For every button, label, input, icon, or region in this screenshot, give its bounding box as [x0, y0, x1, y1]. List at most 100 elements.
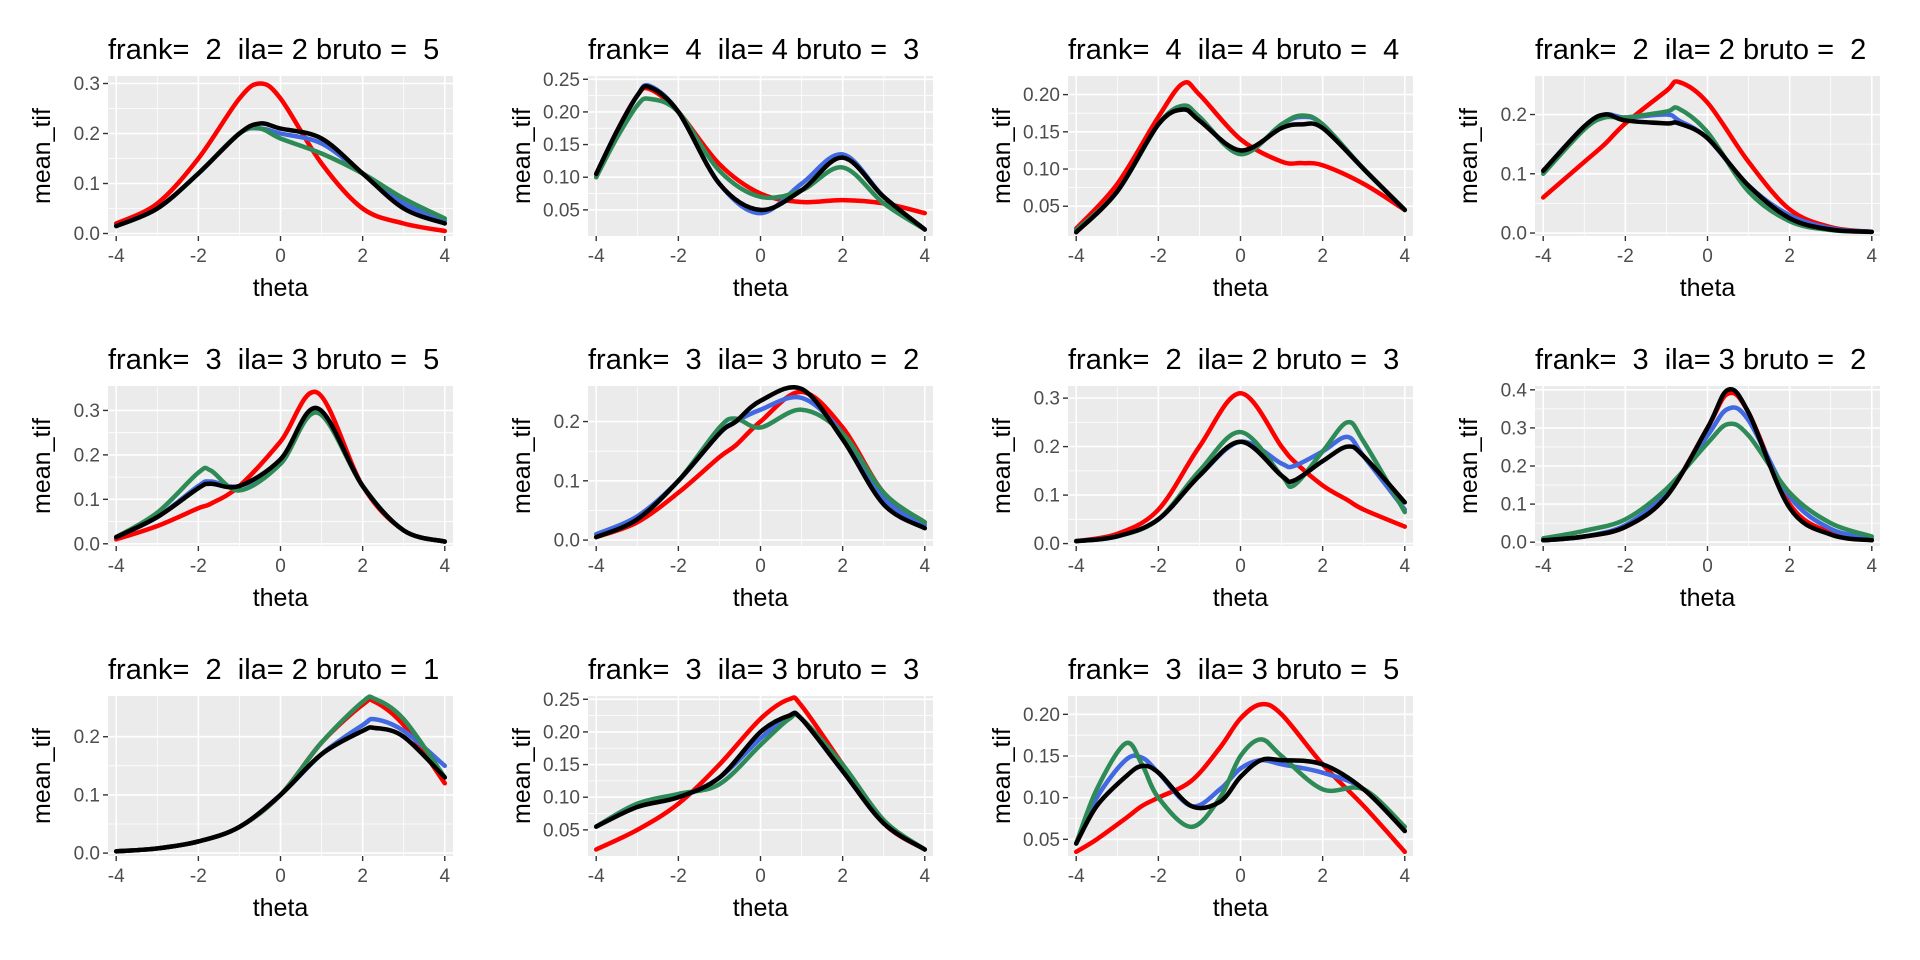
x-tick-label: -4: [588, 246, 605, 267]
panel-9: -4 -2 0 2 4 0.0 0.1 0.2 frank= 2 ila= 2 bruto = …: [28, 654, 453, 922]
series-line-4: [1540, 112, 1875, 235]
x-axis-title: theta: [733, 894, 789, 922]
series-line-1: [1073, 391, 1408, 544]
y-tick-label: 0.05: [543, 820, 580, 841]
y-tick-label: 0.1: [1501, 495, 1527, 516]
panel-1: -4 -2 0 2 4 0.0 0.1 0.2 0.3 frank= 2 ila= 2 bruto…: [28, 34, 453, 302]
x-tick-label: -2: [190, 866, 207, 887]
x-tick-label: 4: [1866, 556, 1877, 577]
y-tick-label: 0.3: [74, 401, 100, 422]
y-tick-label: 0.1: [1034, 486, 1060, 507]
series-line-4: [1073, 107, 1408, 235]
panel-8: -4 -2 0 2 4 0.0 0.1 0.2 0.3 0.4 frank= 3 ila= 3 br…: [1455, 344, 1880, 612]
y-tick-label: 0.05: [1023, 197, 1060, 218]
y-tick-label: 0.1: [554, 471, 580, 492]
y-tick-label: 0.1: [74, 174, 100, 195]
x-tick-label: 0: [1235, 246, 1246, 267]
series-line-4: [593, 385, 928, 540]
y-tick-label: 0.05: [543, 200, 580, 221]
panel-10: -4 -2 0 2 4 0.05 0.10 0.15 0.20 0.25 frank= 3 ila=…: [508, 654, 933, 922]
x-tick-label: 0: [1702, 556, 1713, 577]
x-axis-title: theta: [1213, 894, 1269, 922]
y-tick-label: 0.10: [1023, 160, 1060, 181]
y-tick-label: 0.10: [1023, 788, 1060, 809]
panel-2: -4 -2 0 2 4 0.05 0.10 0.15 0.20 0.25 frank= 4 ila=…: [508, 34, 933, 302]
y-tick-label: 0.0: [554, 531, 580, 552]
x-tick-label: -4: [1068, 246, 1085, 267]
panel-title: frank= 2 ila= 2 bruto = 2: [1535, 34, 1866, 66]
panel-title: frank= 3 ila= 3 bruto = 5: [108, 344, 439, 376]
x-tick-label: 4: [1399, 246, 1410, 267]
x-tick-label: -2: [1150, 556, 1167, 577]
panel-title: frank= 4 ila= 4 bruto = 4: [1068, 34, 1399, 66]
series-line-4: [113, 405, 448, 544]
y-tick-label: 0.15: [1023, 747, 1060, 768]
x-tick-label: -4: [1068, 556, 1085, 577]
panel-title: frank= 4 ila= 4 bruto = 3: [588, 34, 919, 66]
y-tick-label: 0.3: [74, 74, 100, 95]
x-tick-label: 4: [1866, 246, 1877, 267]
x-axis-title: theta: [253, 584, 309, 612]
y-tick-label: 0.10: [543, 788, 580, 809]
y-axis-title: mean_tif: [508, 418, 536, 514]
y-tick-label: 0.15: [1023, 122, 1060, 143]
x-tick-label: 0: [755, 246, 766, 267]
y-axis-title: mean_tif: [988, 108, 1016, 204]
y-tick-label: 0.20: [1023, 705, 1060, 726]
x-tick-label: 4: [1399, 556, 1410, 577]
y-axis-title: mean_tif: [28, 108, 56, 204]
series-line-1: [113, 81, 448, 234]
x-tick-label: 2: [1317, 556, 1328, 577]
x-tick-label: 2: [357, 246, 368, 267]
y-tick-label: 0.0: [74, 844, 100, 865]
panel-6: -4 -2 0 2 4 0.0 0.1 0.2 frank= 3 ila= 3 bruto = …: [508, 344, 933, 612]
y-tick-label: 0.2: [554, 412, 580, 433]
y-axis-title: mean_tif: [508, 108, 536, 204]
y-tick-label: 0.2: [74, 727, 100, 748]
y-tick-label: 0.1: [1501, 164, 1527, 185]
x-tick-label: 4: [1399, 866, 1410, 887]
x-tick-label: -2: [670, 866, 687, 887]
x-axis-title: theta: [733, 274, 789, 302]
x-tick-label: -4: [588, 866, 605, 887]
y-tick-label: 0.20: [1023, 85, 1060, 106]
y-tick-label: 0.1: [74, 490, 100, 511]
y-tick-label: 0.0: [1034, 534, 1060, 555]
x-tick-label: -2: [190, 556, 207, 577]
y-tick-label: 0.2: [74, 124, 100, 145]
panel-11: -4 -2 0 2 4 0.05 0.10 0.15 0.20 frank= 3 ila= 3 b…: [988, 654, 1413, 922]
panel-7: -4 -2 0 2 4 0.0 0.1 0.2 0.3 frank= 2 ila= 2 bruto…: [988, 344, 1413, 612]
y-tick-label: 0.05: [1023, 830, 1060, 851]
x-tick-label: 4: [439, 866, 450, 887]
x-tick-label: -4: [588, 556, 605, 577]
panel-title: frank= 2 ila= 2 bruto = 1: [108, 654, 439, 686]
panel-title: frank= 3 ila= 3 bruto = 3: [588, 654, 919, 686]
x-tick-label: -4: [108, 246, 125, 267]
y-tick-label: 0.20: [543, 102, 580, 123]
x-axis-title: theta: [1213, 584, 1269, 612]
x-tick-label: -4: [1535, 246, 1552, 267]
x-tick-label: 2: [1317, 866, 1328, 887]
panel-5: -4 -2 0 2 4 0.0 0.1 0.2 0.3 frank= 3 ila= 3 bruto…: [28, 344, 453, 612]
series-line-4: [1540, 387, 1875, 543]
y-tick-label: 0.20: [543, 722, 580, 743]
x-tick-label: 2: [837, 556, 848, 577]
y-tick-label: 0.0: [74, 224, 100, 245]
series-line-4: [593, 83, 928, 232]
x-tick-label: 4: [919, 246, 930, 267]
x-tick-label: -2: [190, 246, 207, 267]
x-tick-label: -4: [108, 556, 125, 577]
y-tick-label: 0.2: [74, 445, 100, 466]
y-tick-label: 0.3: [1501, 418, 1527, 439]
x-tick-label: -4: [108, 866, 125, 887]
series-line-3: [593, 96, 928, 232]
series-line-3: [1073, 737, 1408, 846]
x-axis-title: theta: [1680, 584, 1736, 612]
x-tick-label: 0: [1702, 246, 1713, 267]
series-line-4: [113, 725, 448, 854]
y-tick-label: 0.2: [1501, 457, 1527, 478]
y-tick-label: 0.0: [1501, 224, 1527, 245]
series-line-4: [113, 121, 448, 229]
